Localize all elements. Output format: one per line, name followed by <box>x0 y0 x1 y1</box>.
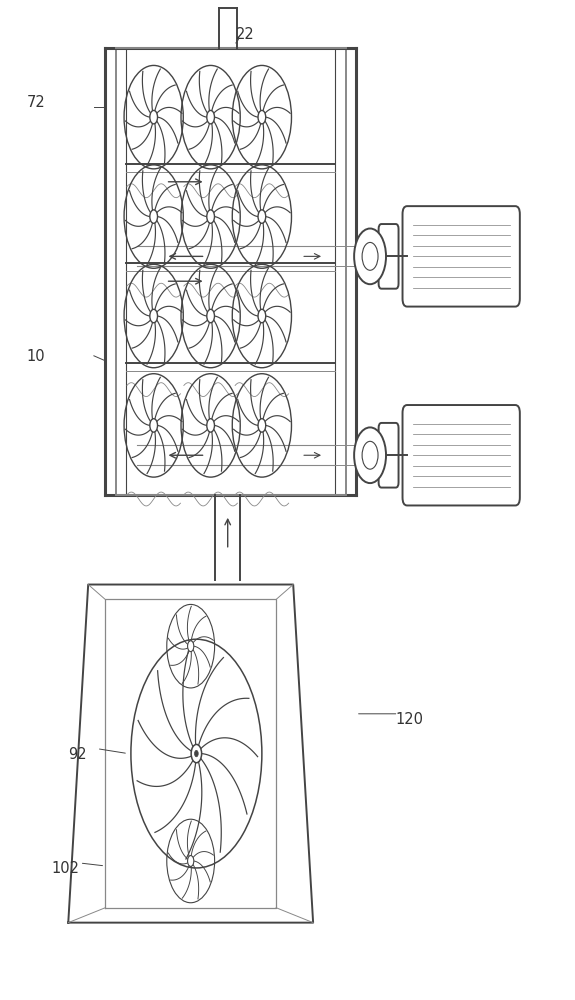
Circle shape <box>194 750 198 757</box>
Circle shape <box>207 309 214 323</box>
Text: 120: 120 <box>396 712 424 727</box>
Text: 102: 102 <box>51 861 79 876</box>
Text: 92: 92 <box>68 747 87 762</box>
Circle shape <box>354 427 386 483</box>
FancyBboxPatch shape <box>378 423 398 488</box>
Circle shape <box>187 856 194 866</box>
Circle shape <box>150 210 158 223</box>
Circle shape <box>191 744 202 763</box>
Circle shape <box>150 419 158 432</box>
FancyBboxPatch shape <box>402 206 520 307</box>
Circle shape <box>258 110 266 124</box>
Text: 50: 50 <box>427 453 446 468</box>
Circle shape <box>207 110 214 124</box>
FancyBboxPatch shape <box>402 405 520 505</box>
Circle shape <box>354 229 386 284</box>
Text: 72: 72 <box>26 95 45 110</box>
Circle shape <box>150 309 158 323</box>
FancyBboxPatch shape <box>378 224 398 289</box>
Circle shape <box>258 419 266 432</box>
Circle shape <box>258 210 266 223</box>
Circle shape <box>150 110 158 124</box>
Circle shape <box>207 210 214 223</box>
Circle shape <box>258 309 266 323</box>
Circle shape <box>207 419 214 432</box>
Circle shape <box>187 641 194 652</box>
Text: 10: 10 <box>26 349 45 364</box>
Text: 22: 22 <box>236 27 255 42</box>
